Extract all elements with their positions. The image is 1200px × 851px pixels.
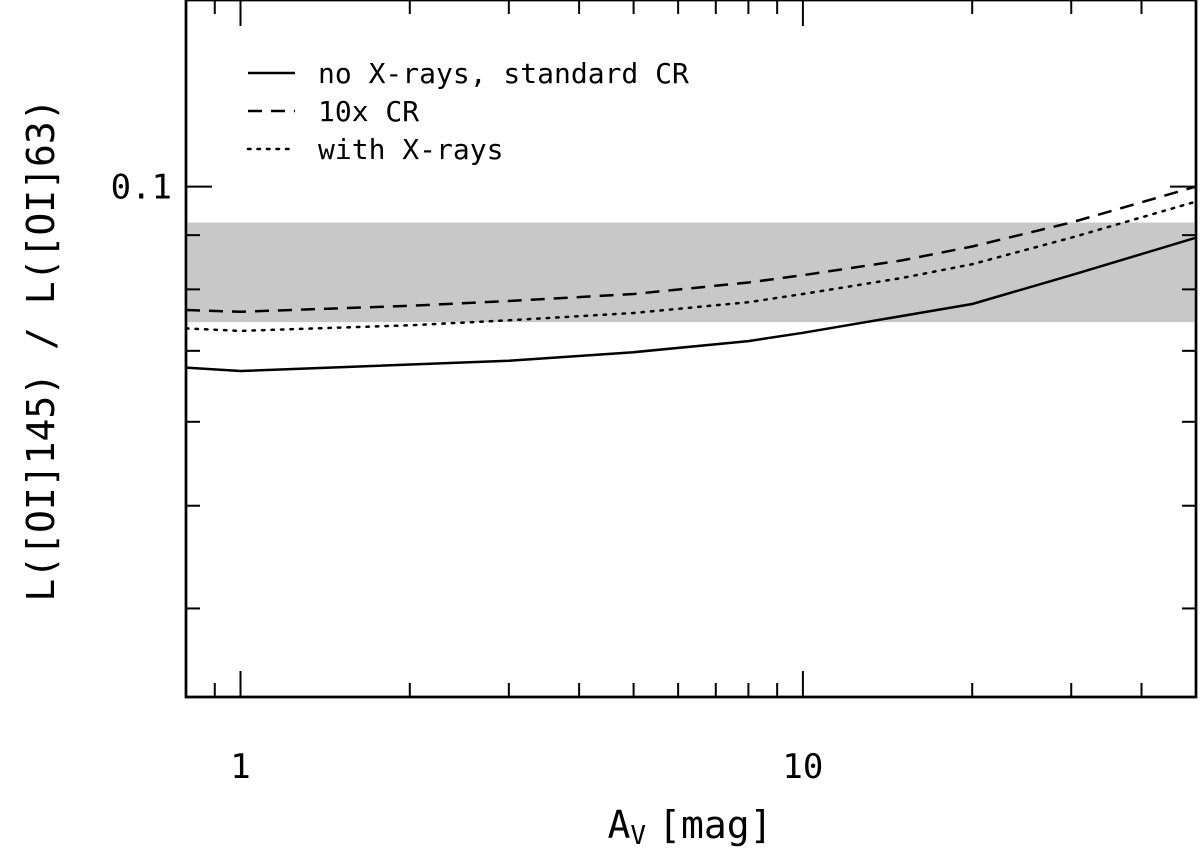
- plot-frame-overlay: [184, 0, 1198, 699]
- series-line-no-xrays: [185, 236, 1197, 373]
- series-line-with-xrays: [184, 200, 1198, 333]
- legend-label-with-xrays: with X-rays: [318, 133, 503, 166]
- tick-labels-layer: 1 10 0.1: [111, 168, 824, 787]
- x-axis-label: AV [mag]: [608, 803, 773, 851]
- legend: no X-rays, standard CR 10x CR with X-ray…: [246, 57, 689, 166]
- series-layer: [184, 185, 1198, 373]
- observed-range-band-layer: [186, 222, 1196, 323]
- legend-label-10x-cr: 10x CR: [318, 95, 419, 128]
- y-tick-label: 0.1: [111, 168, 172, 208]
- y-axis-label: L([OI]145) / L([OI]63): [19, 98, 63, 601]
- x-tick-label: 10: [782, 747, 823, 787]
- observed-range-band: [186, 222, 1196, 323]
- series-line-10x-cr: [185, 185, 1197, 314]
- x-tick-label: 1: [230, 747, 250, 787]
- legend-label-no-xrays: no X-rays, standard CR: [318, 57, 689, 90]
